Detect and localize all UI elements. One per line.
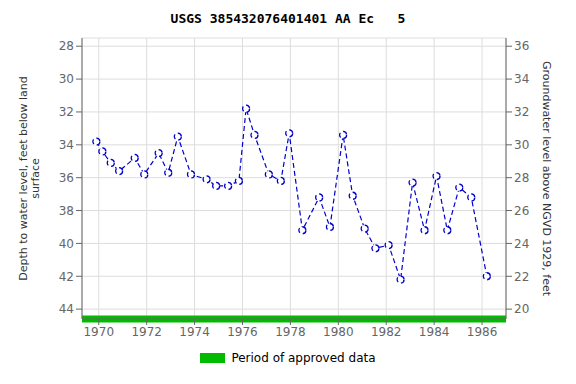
svg-text:1978: 1978 [275, 325, 306, 339]
svg-text:1982: 1982 [371, 325, 402, 339]
svg-text:26: 26 [514, 204, 529, 218]
svg-text:1970: 1970 [83, 325, 114, 339]
svg-text:1980: 1980 [323, 325, 354, 339]
svg-text:40: 40 [59, 237, 74, 251]
svg-text:1986: 1986 [467, 325, 498, 339]
svg-text:42: 42 [59, 270, 74, 284]
svg-text:22: 22 [514, 270, 529, 284]
svg-text:34: 34 [514, 72, 529, 86]
svg-text:28: 28 [514, 171, 529, 185]
svg-text:1974: 1974 [179, 325, 210, 339]
svg-text:1984: 1984 [419, 325, 450, 339]
svg-text:30: 30 [59, 72, 74, 86]
svg-text:36: 36 [514, 39, 529, 53]
html-text:Period of approved data: Period of approved data [231, 351, 376, 365]
svg-text:1972: 1972 [131, 325, 162, 339]
svg-text:Depth to water level, feet bel: Depth to water level, feet below landsur… [17, 76, 42, 281]
svg-text:38: 38 [59, 204, 74, 218]
html-text:USGS 385432076401401 AA Ec 5: USGS 385432076401401 AA Ec 5 [170, 11, 406, 26]
svg-text:44: 44 [59, 302, 74, 316]
svg-text:32: 32 [59, 105, 74, 119]
svg-text:36: 36 [59, 171, 74, 185]
svg-text:30: 30 [514, 138, 529, 152]
svg-text:32: 32 [514, 105, 529, 119]
svg-text:28: 28 [59, 39, 74, 53]
svg-text:34: 34 [59, 138, 74, 152]
svg-text:1976: 1976 [227, 325, 258, 339]
svg-text:Groundwater level above NGVD 1: Groundwater level above NGVD 1929, feet [540, 61, 553, 297]
svg-text:24: 24 [514, 237, 529, 251]
svg-text:20: 20 [514, 302, 529, 316]
